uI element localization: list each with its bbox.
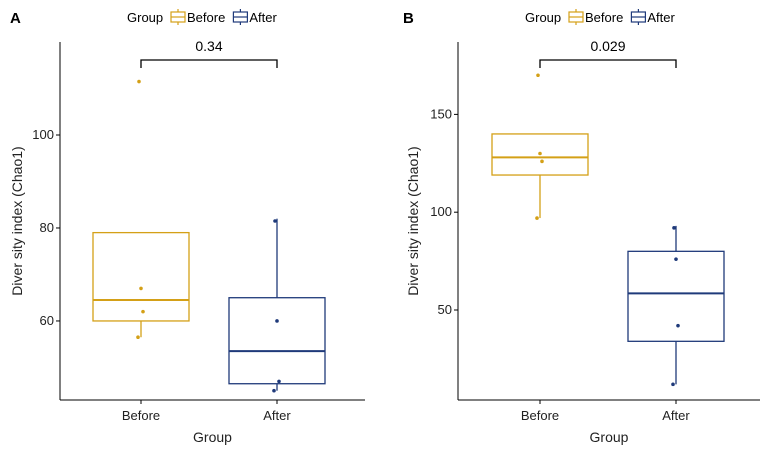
data-point [275,319,279,323]
legend-title: Group [127,10,163,25]
x-axis-label: Group [590,429,629,445]
box-before [92,79,190,340]
box-before [491,73,589,220]
p-value: 0.34 [195,38,222,54]
bracket-line [539,59,677,68]
comparison-bracket: 0.029 [539,38,677,68]
y-axis-label: Diver sity index (Chao1) [9,146,25,295]
legend-label-before: Before [585,10,623,25]
p-value: 0.029 [590,38,625,54]
x-tick-label-after: After [662,408,690,423]
legend-key-before [170,9,186,25]
legend-key-after [630,9,647,25]
data-point [273,219,277,223]
x-tick-label-after: After [263,408,291,423]
data-point [536,73,540,78]
panel-label: B [403,10,414,27]
legend-label-before: Before [187,10,225,25]
data-point [538,151,542,156]
data-point [671,382,675,387]
y-tick-label: 60 [40,313,54,328]
data-point [137,79,141,84]
data-point [277,379,281,384]
data-point [674,257,678,261]
data-point [672,226,676,230]
panel-label: A [10,10,21,27]
bracket-line [140,59,278,68]
legend-key-after [232,9,248,25]
y-tick-label: 80 [40,220,54,235]
data-point [676,323,680,328]
legend: Group Before After [525,9,676,25]
box-iqr [627,250,725,342]
box-iqr [92,231,190,322]
x-tick-label-before: Before [122,408,160,423]
legend-key-before [568,9,584,25]
data-point [139,286,143,291]
x-axis-label: Group [193,429,232,445]
y-tick-label: 100 [32,127,54,142]
y-axis-label: Diver sity index (Chao1) [405,146,421,295]
y-tick-label: 50 [438,302,452,317]
legend-label-after: After [249,10,277,25]
x-tick-label-before: Before [521,408,559,423]
legend-label-after: After [647,10,675,25]
box-after [627,225,725,387]
data-point [535,216,539,220]
comparison-bracket: 0.34 [140,38,278,68]
data-point [540,159,544,164]
box-after [228,218,326,393]
legend: Group Before After [127,9,278,25]
y-tick-label: 100 [430,204,452,219]
data-point [141,309,145,314]
data-point [136,335,140,340]
data-point [272,388,276,393]
y-tick-label: 150 [430,106,452,121]
legend-title: Group [525,10,561,25]
box-iqr [228,297,326,385]
